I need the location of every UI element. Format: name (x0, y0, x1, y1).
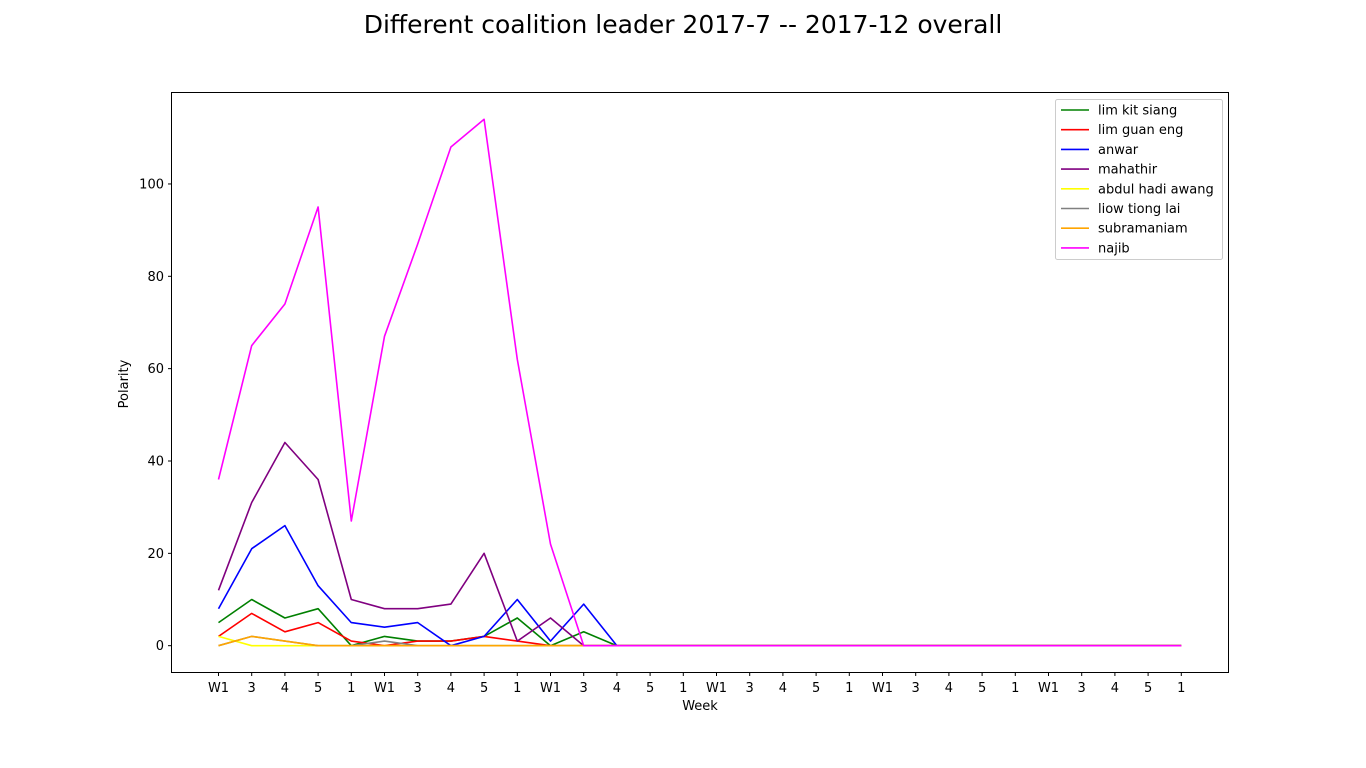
series-line-lim-guan-eng (218, 612, 1182, 647)
legend-frame (1055, 99, 1223, 260)
x-tick-label: 4 (447, 681, 455, 696)
series-line-anwar (217, 524, 1182, 647)
x-tick-label: 1 (1011, 681, 1019, 696)
legend-entry: liow tiong lai (1098, 202, 1180, 217)
x-tick-label: 4 (1111, 681, 1119, 696)
x-tick-label: 3 (248, 681, 256, 696)
x-tick-label: 5 (314, 681, 322, 696)
x-tick-label: 3 (580, 681, 588, 696)
x-tick-label: 1 (679, 681, 687, 696)
x-tick-label: 3 (746, 681, 754, 696)
x-axis: W1 3 4 5 1 W1 3 4 5 1 W1 3 4 5 1 W1 3 4 5 1 W1 3 4 5 1 W1 3 4 5 1 (208, 672, 1185, 696)
y-tick-label: 20 (147, 547, 164, 562)
legend-entry: lim guan eng (1098, 123, 1183, 138)
series-lines (217, 118, 1182, 647)
x-tick-label: 5 (978, 681, 986, 696)
y-tick-label: 100 (139, 177, 164, 192)
series-line-lim-kit-siang (218, 598, 1182, 647)
legend-entry: mahathir (1098, 163, 1158, 178)
x-axis-label: Week (682, 699, 718, 714)
x-tick-label: 4 (945, 681, 953, 696)
legend-entry: lim kit siang (1098, 104, 1177, 119)
x-tick-label: 4 (281, 681, 289, 696)
x-tick-label: W1 (374, 681, 395, 696)
y-axis: 0 20 40 60 80 100 (139, 177, 172, 654)
series-line-najib (217, 118, 1182, 647)
legend: lim kit siang lim guan eng anwar mahathir ab… (1055, 99, 1223, 260)
legend-entry: subramaniam (1098, 222, 1188, 237)
legend-entry: anwar (1098, 143, 1139, 158)
x-tick-label: 4 (613, 681, 621, 696)
x-tick-label: W1 (208, 681, 229, 696)
x-tick-label: 5 (646, 681, 654, 696)
x-tick-label: 5 (812, 681, 820, 696)
series-line-mahathir (217, 441, 1182, 647)
series-line-liow-tiong-lai (218, 635, 1182, 647)
x-tick-label: 5 (480, 681, 488, 696)
x-tick-label: 4 (779, 681, 787, 696)
x-tick-label: 1 (1177, 681, 1185, 696)
y-tick-label: 80 (147, 270, 164, 285)
y-axis-label: Polarity (117, 359, 132, 408)
x-tick-label: W1 (706, 681, 727, 696)
x-tick-label: 5 (1144, 681, 1152, 696)
legend-entry: najib (1098, 241, 1130, 256)
y-tick-label: 60 (147, 362, 164, 377)
x-tick-label: W1 (1038, 681, 1059, 696)
x-tick-label: 1 (513, 681, 521, 696)
legend-entry: abdul hadi awang (1098, 182, 1214, 197)
x-tick-label: W1 (872, 681, 893, 696)
y-tick-label: 40 (147, 454, 164, 469)
x-tick-label: 3 (414, 681, 422, 696)
x-tick-label: 1 (845, 681, 853, 696)
chart-title: Different coalition leader 2017-7 -- 201… (363, 10, 1003, 39)
x-tick-label: W1 (540, 681, 561, 696)
x-tick-label: 3 (1078, 681, 1086, 696)
y-tick-label: 0 (156, 639, 164, 654)
x-tick-label: 3 (912, 681, 920, 696)
x-tick-label: 1 (347, 681, 355, 696)
plot-area-frame (171, 92, 1229, 673)
